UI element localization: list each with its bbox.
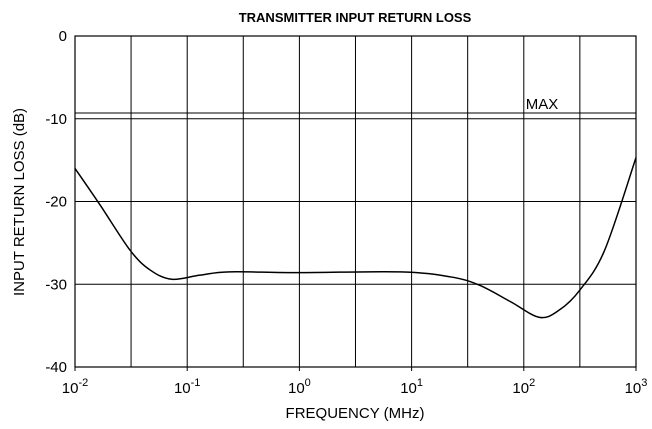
y-tick-label: 0 bbox=[59, 28, 67, 45]
y-tick-label: -10 bbox=[45, 111, 67, 128]
x-tick-base: 10 bbox=[400, 380, 417, 397]
x-tick-exponent: 0 bbox=[305, 377, 311, 389]
x-tick-base: 10 bbox=[288, 380, 305, 397]
x-tick-label: 100 bbox=[288, 377, 311, 397]
x-tick-label: 102 bbox=[512, 377, 535, 397]
x-tick-exponent: 3 bbox=[641, 377, 647, 389]
annotation: MAX bbox=[526, 96, 559, 113]
x-tick-label: 10-2 bbox=[62, 377, 88, 397]
y-tick-label: -40 bbox=[45, 359, 67, 376]
x-tick-base: 10 bbox=[625, 380, 642, 397]
x-tick-label: 103 bbox=[625, 377, 648, 397]
y-tick-label: -30 bbox=[45, 276, 67, 293]
x-tick-label: 101 bbox=[400, 377, 423, 397]
x-tick-exponent: -2 bbox=[78, 377, 88, 389]
x-tick-base: 10 bbox=[174, 380, 191, 397]
x-tick-exponent: -1 bbox=[191, 377, 201, 389]
line-series bbox=[74, 157, 637, 319]
x-tick-exponent: 1 bbox=[417, 377, 423, 389]
x-tick-base: 10 bbox=[512, 380, 529, 397]
x-axis-title: FREQUENCY (MHz) bbox=[286, 405, 425, 422]
x-tick-label: 10-1 bbox=[174, 377, 200, 397]
y-axis-title: INPUT RETURN LOSS (dB) bbox=[11, 108, 28, 296]
x-tick-exponent: 2 bbox=[529, 377, 535, 389]
chart-title: TRANSMITTER INPUT RETURN LOSS bbox=[239, 10, 472, 25]
plot-frame bbox=[74, 35, 637, 368]
x-tick-base: 10 bbox=[62, 380, 79, 397]
y-tick-label: -20 bbox=[45, 194, 67, 211]
